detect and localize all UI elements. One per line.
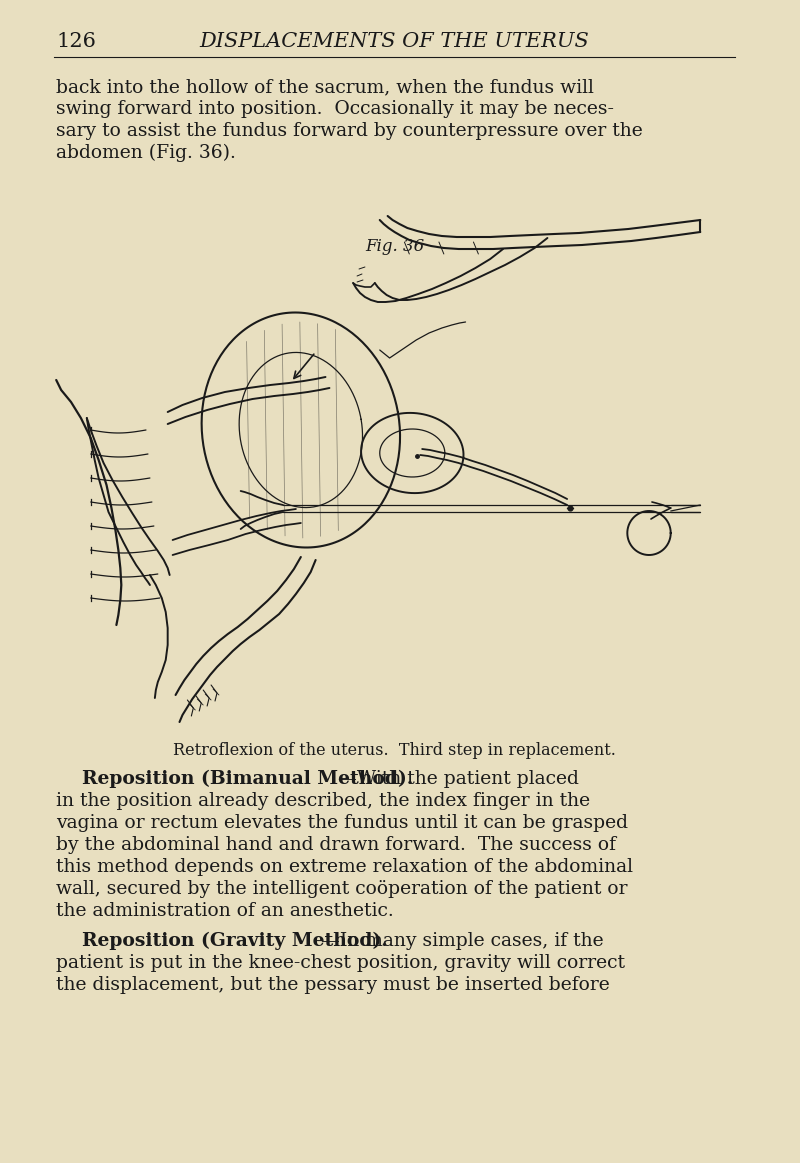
Text: —With the patient placed: —With the patient placed	[338, 770, 579, 789]
Text: Retroflexion of the uterus.  Third step in replacement.: Retroflexion of the uterus. Third step i…	[173, 742, 616, 759]
Text: Fig. 36: Fig. 36	[365, 238, 424, 255]
Text: 126: 126	[56, 33, 96, 51]
Text: the administration of an anesthetic.: the administration of an anesthetic.	[56, 902, 394, 920]
Text: by the abdominal hand and drawn forward.  The success of: by the abdominal hand and drawn forward.…	[56, 836, 616, 854]
Text: abdomen (Fig. 36).: abdomen (Fig. 36).	[56, 144, 236, 163]
Text: swing forward into position.  Occasionally it may be neces-: swing forward into position. Occasionall…	[56, 100, 614, 117]
Text: patient is put in the knee-chest position, gravity will correct: patient is put in the knee-chest positio…	[56, 954, 626, 972]
Text: in the position already described, the index finger in the: in the position already described, the i…	[56, 792, 590, 809]
Text: back into the hollow of the sacrum, when the fundus will: back into the hollow of the sacrum, when…	[56, 78, 594, 97]
Text: vagina or rectum elevates the fundus until it can be grasped: vagina or rectum elevates the fundus unt…	[56, 814, 628, 832]
Text: Reposition (Gravity Method).: Reposition (Gravity Method).	[56, 932, 388, 950]
Text: DISPLACEMENTS OF THE UTERUS: DISPLACEMENTS OF THE UTERUS	[200, 33, 590, 51]
Text: —In many simple cases, if the: —In many simple cases, if the	[321, 932, 603, 950]
Text: Reposition (Bimanual Method).: Reposition (Bimanual Method).	[56, 770, 414, 789]
Text: wall, secured by the intelligent coöperation of the patient or: wall, secured by the intelligent coöpera…	[56, 880, 628, 898]
Text: the displacement, but the pessary must be inserted before: the displacement, but the pessary must b…	[56, 976, 610, 994]
Text: this method depends on extreme relaxation of the abdominal: this method depends on extreme relaxatio…	[56, 858, 634, 876]
Text: sary to assist the fundus forward by counterpressure over the: sary to assist the fundus forward by cou…	[56, 122, 643, 140]
